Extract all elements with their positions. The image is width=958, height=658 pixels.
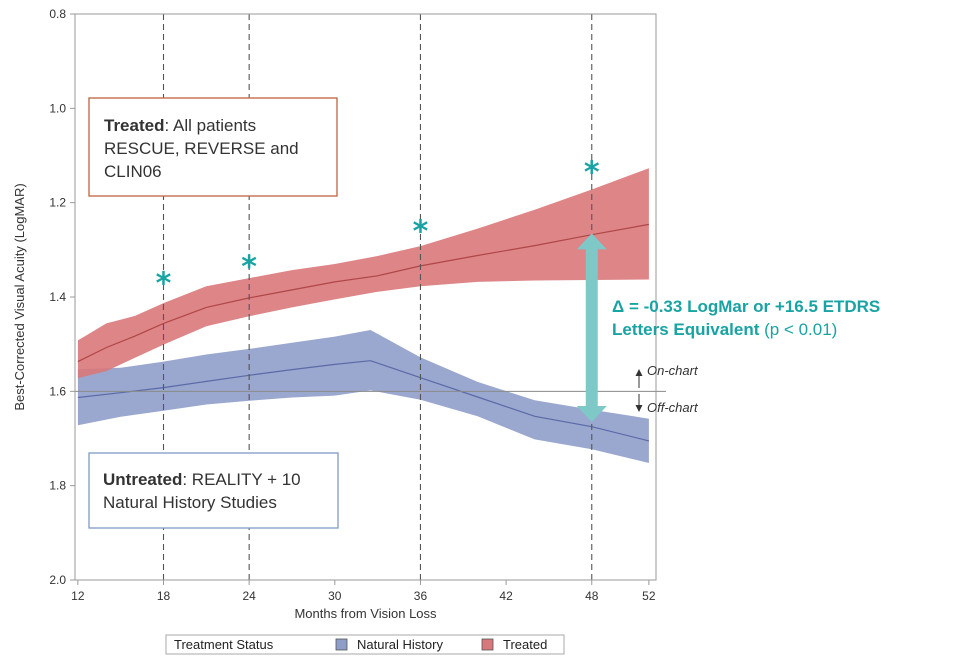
treated-mean-line [77, 223, 650, 363]
significance-star-month-24: * [241, 250, 257, 285]
treated-box-bold: Treated [104, 116, 164, 135]
legend-title: Treatment Status [174, 637, 274, 652]
treated-box-line3: CLIN06 [104, 162, 162, 181]
x-axis-title: Months from Vision Loss [294, 606, 437, 621]
delta-line2-rest: (p < 0.01) [759, 320, 837, 339]
treated-box-line1-rest: : All patients [164, 116, 256, 135]
significance-star-month-48: * [584, 156, 600, 191]
treated-box-line2: RESCUE, REVERSE and [104, 139, 299, 158]
delta-arrow [576, 233, 607, 422]
legend: Treatment Status Natural History Treated [165, 634, 565, 655]
on-chart-arrow-head [635, 369, 643, 376]
confidence-bands [77, 168, 649, 463]
y-tick-label: 1.8 [49, 479, 66, 493]
delta-annotation: Δ = -0.33 LogMar or +16.5 ETDRS Letters … [612, 297, 880, 339]
x-tick-label: 48 [585, 589, 599, 603]
natural-history-band [77, 330, 649, 463]
legend-label-treated: Treated [503, 637, 547, 652]
untreated-box-line2: Natural History Studies [103, 493, 277, 512]
untreated-box-line1-rest: : REALITY + 10 [182, 470, 300, 489]
x-tick-label: 24 [242, 589, 256, 603]
legend-swatch-natural-history [335, 638, 348, 651]
chart-boundary-markers: On-chart Off-chart [635, 363, 699, 415]
off-chart-label: Off-chart [647, 400, 699, 415]
delta-double-arrow [576, 233, 607, 422]
y-tick-label: 1.4 [49, 290, 66, 304]
y-axis-title: Best-Corrected Visual Acuity (LogMAR) [12, 183, 27, 410]
x-tick-label: 12 [71, 589, 85, 603]
y-tick-label: 1.0 [49, 101, 66, 115]
axes: 12 18 24 30 36 42 48 52 0.8 1.0 1.2 1.4 1.6 1.8 2.0 Mon… [12, 7, 656, 621]
delta-line2: Letters Equivalent (p < 0.01) [612, 320, 837, 339]
untreated-annotation-box: Untreated: REALITY + 10 Natural History … [88, 452, 339, 529]
x-tick-label: 36 [414, 589, 428, 603]
treated-band [77, 168, 649, 379]
legend-frame [165, 634, 565, 655]
legend-swatch-treated [481, 638, 494, 651]
legend-label-natural-history: Natural History [357, 637, 443, 652]
untreated-box-line1: Untreated: REALITY + 10 [103, 470, 301, 489]
x-tick-label: 42 [499, 589, 513, 603]
significance-star-month-18: * [156, 266, 172, 301]
untreated-box-border [88, 452, 339, 529]
y-tick-label: 1.6 [49, 384, 66, 398]
delta-line2-bold: Letters Equivalent [612, 320, 760, 339]
y-tick-label: 1.2 [49, 196, 66, 210]
y-tick-label: 0.8 [49, 7, 66, 21]
treated-box-border [88, 97, 338, 197]
delta-line1: Δ = -0.33 LogMar or +16.5 ETDRS [612, 297, 880, 316]
x-tick-label: 52 [642, 589, 656, 603]
significance-star-month-36: * [413, 215, 429, 250]
x-tick-label: 18 [157, 589, 171, 603]
treated-annotation-box: Treated: All patients RESCUE, REVERSE an… [88, 97, 338, 197]
untreated-box-bold: Untreated [103, 470, 182, 489]
on-chart-label: On-chart [647, 363, 699, 378]
x-tick-label: 30 [328, 589, 342, 603]
treated-box-line1: Treated: All patients [104, 116, 256, 135]
significance-markers: * * * * [156, 156, 600, 302]
y-tick-label: 2.0 [49, 573, 66, 587]
off-chart-arrow-head [635, 405, 643, 412]
